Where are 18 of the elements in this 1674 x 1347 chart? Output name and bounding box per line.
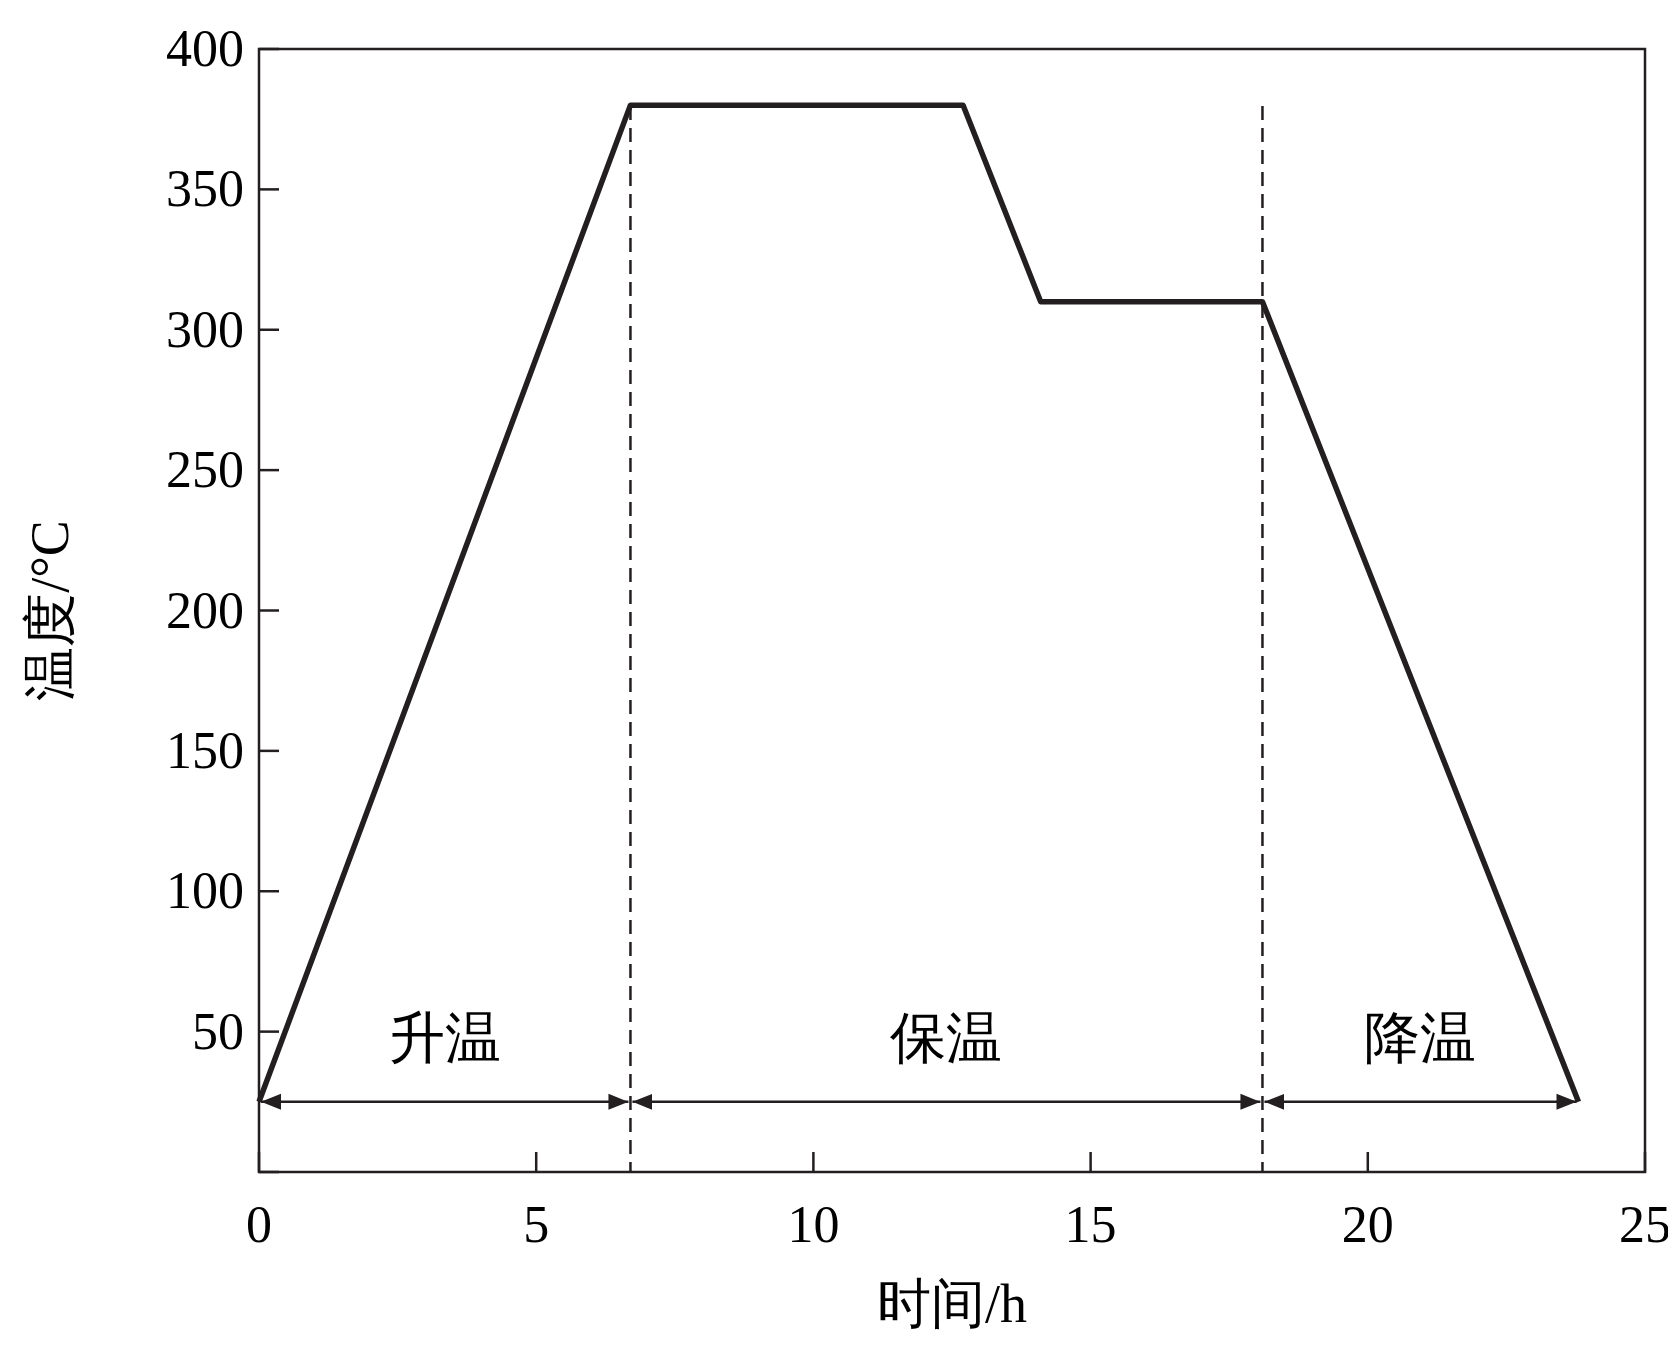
y-tick-label: 400	[166, 20, 244, 77]
y-tick-label: 300	[166, 300, 244, 358]
annotation: 降温	[1364, 1006, 1477, 1069]
y-tick-label: 250	[166, 441, 244, 499]
x-tick-label: 5	[523, 1196, 550, 1253]
x-tick-label: 20	[1341, 1196, 1394, 1253]
y-tick-label: 100	[166, 862, 244, 920]
y-tick-label: 150	[166, 721, 244, 779]
y-tick-label: 50	[192, 1002, 244, 1060]
annotation: 保温	[890, 1006, 1003, 1069]
annotation: 升温	[388, 1006, 501, 1069]
x-tick-label: 10	[787, 1196, 840, 1253]
x-axis-title: 时间/h	[876, 1274, 1028, 1334]
y-tick-label: 350	[166, 160, 244, 218]
x-tick-label: 15	[1064, 1196, 1117, 1253]
y-axis-title: 温度/°C	[20, 520, 80, 701]
y-tick-label: 200	[166, 581, 244, 639]
x-tick-label: 0	[246, 1196, 272, 1253]
